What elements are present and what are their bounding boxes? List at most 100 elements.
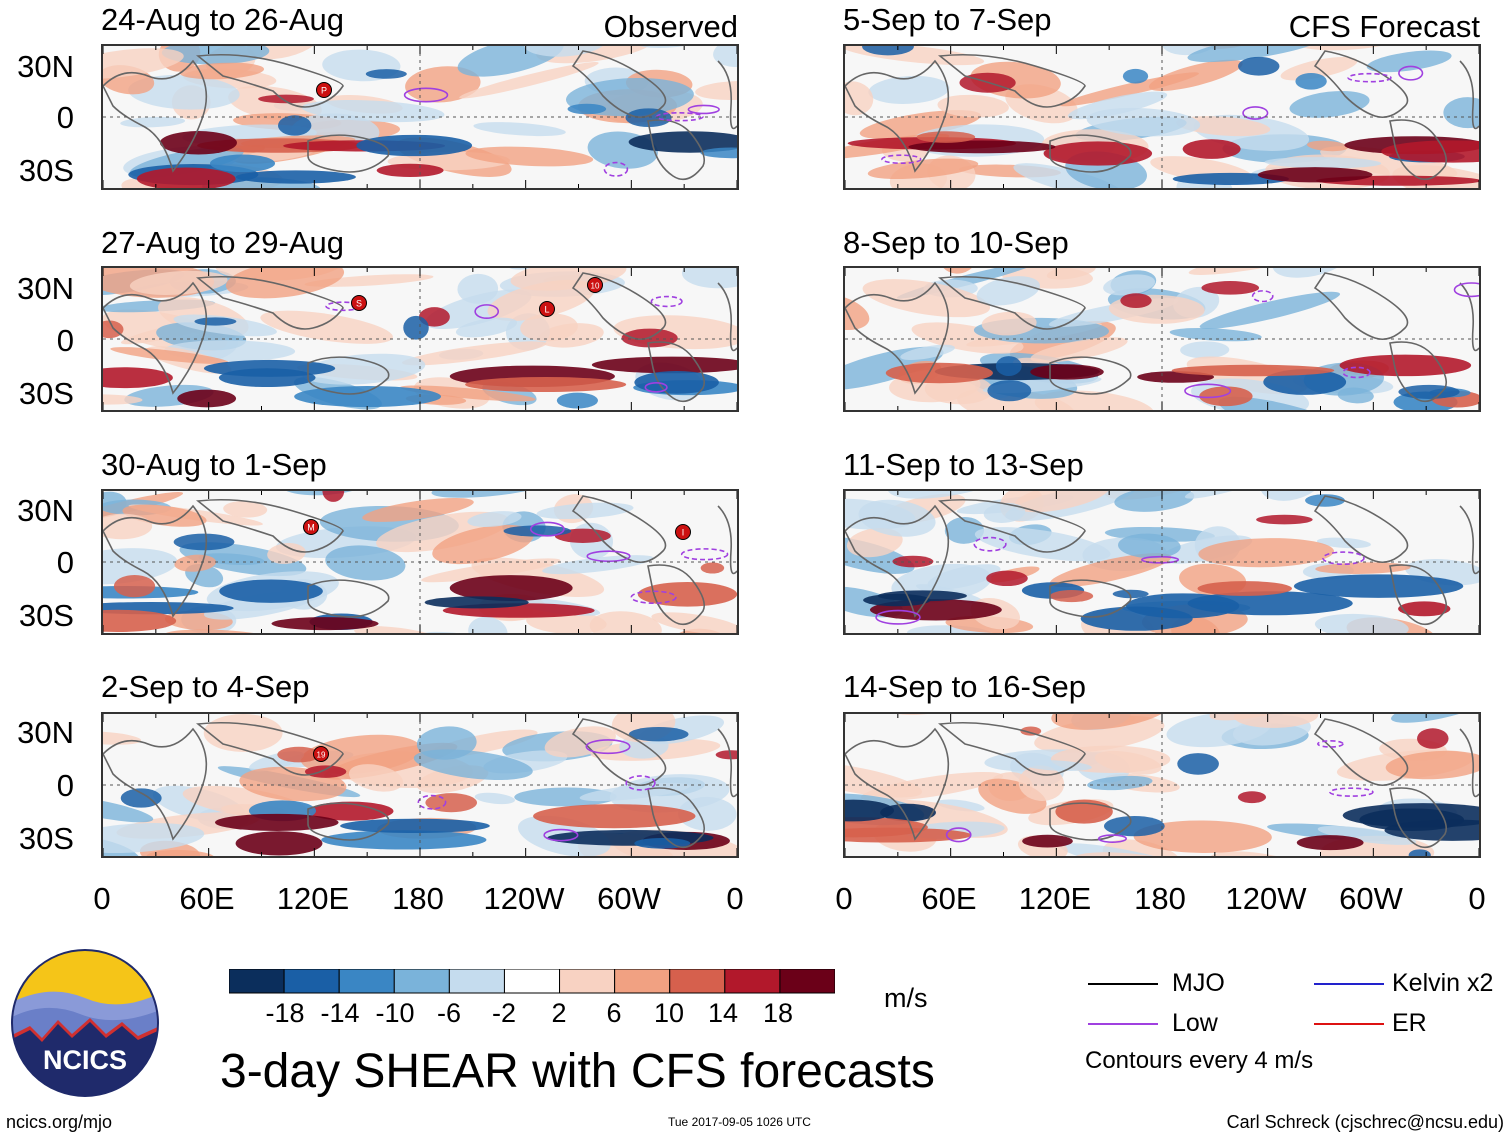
- lat-label-0: 0: [56, 100, 74, 135]
- storm-label: I: [682, 528, 685, 538]
- footer-credit: Carl Schreck (cjschrec@ncsu.edu): [1226, 1112, 1504, 1132]
- storm-marker: 10: [586, 275, 604, 300]
- storm-label: S: [356, 299, 362, 309]
- map-panel-fc-4: [843, 712, 1481, 858]
- lat-label-0: 0: [56, 768, 74, 803]
- lon-label: 60W: [1339, 881, 1403, 916]
- colorbar-label: 14: [707, 998, 739, 1028]
- legend-label-er: ER: [1392, 1009, 1427, 1037]
- panel-title-obs-4: 2-Sep to 4-Sep: [101, 669, 310, 704]
- lat-label-30s: 30S: [18, 821, 74, 856]
- colorbar-box: [283, 968, 340, 994]
- legend-line-mjo: [1088, 983, 1158, 985]
- lon-label: 0: [1468, 881, 1486, 916]
- colorbar-unit: m/s: [884, 983, 928, 1013]
- storm-marker: I: [674, 522, 692, 547]
- colorbar-label: 10: [653, 998, 685, 1028]
- lat-label-30s: 30S: [18, 153, 74, 188]
- lon-label: 60W: [597, 881, 661, 916]
- map-panel-fc-2: [843, 266, 1481, 412]
- cfs-forecast-label: CFS Forecast: [1288, 9, 1480, 44]
- panel-title-fc-2: 8-Sep to 10-Sep: [843, 225, 1069, 260]
- lon-label: 120W: [483, 881, 565, 916]
- colorbar-box: [228, 968, 285, 994]
- storm-label: L: [544, 305, 549, 315]
- legend-line-er: [1314, 1023, 1384, 1025]
- observed-label: Observed: [603, 9, 738, 44]
- colorbar-box: [724, 968, 781, 994]
- shear-map: [103, 268, 737, 410]
- storm-marker: L: [538, 299, 556, 324]
- lat-label-30n: 30N: [17, 49, 74, 84]
- colorbar-box: [448, 968, 505, 994]
- colorbar-box: [614, 968, 671, 994]
- footer-url[interactable]: ncics.org/mjo: [6, 1112, 113, 1132]
- colorbar-box: [393, 968, 450, 994]
- shear-map: [103, 46, 737, 188]
- map-panel-fc-3: [843, 489, 1481, 635]
- shear-map: [845, 268, 1479, 410]
- storm-marker: 19: [312, 744, 330, 769]
- map-panel-obs-1: [101, 44, 739, 190]
- lon-label: 120E: [276, 881, 350, 916]
- footer-timestamp: Tue 2017-09-05 1026 UTC: [668, 1115, 811, 1129]
- storm-marker: S: [350, 293, 368, 318]
- colorbar-label: 18: [762, 998, 794, 1028]
- lat-label-30n: 30N: [17, 715, 74, 750]
- colorbar-box: [338, 968, 395, 994]
- lat-label-30s: 30S: [18, 376, 74, 411]
- colorbar-label: 2: [551, 998, 567, 1028]
- main-title: 3-day SHEAR with CFS forecasts: [220, 1045, 935, 1098]
- legend-line-low: [1088, 1023, 1158, 1025]
- lat-label-0: 0: [56, 545, 74, 580]
- colorbar: [228, 968, 836, 1000]
- colorbar-box: [559, 968, 616, 994]
- colorbar-label: -2: [491, 998, 517, 1028]
- lat-label-30n: 30N: [17, 271, 74, 306]
- shear-map: [845, 491, 1479, 633]
- panel-title-obs-3: 30-Aug to 1-Sep: [101, 447, 327, 482]
- lon-label: 60E: [179, 881, 235, 916]
- map-panel-obs-4: [101, 712, 739, 858]
- colorbar-label: -10: [375, 998, 415, 1028]
- map-panel-fc-1: [843, 44, 1481, 190]
- colorbar-box: [503, 968, 561, 994]
- colorbar-label: -14: [320, 998, 360, 1028]
- lon-label: 0: [93, 881, 111, 916]
- legend-label-low: Low: [1172, 1009, 1218, 1037]
- shear-map: [845, 46, 1479, 188]
- storm-label: 19: [317, 751, 326, 760]
- contour-note: Contours every 4 m/s: [1085, 1047, 1314, 1074]
- map-panel-obs-3: [101, 489, 739, 635]
- panel-title-fc-1: 5-Sep to 7-Sep: [843, 2, 1052, 37]
- colorbar-label: 6: [606, 998, 622, 1028]
- ncics-logo: NCICS: [10, 948, 160, 1103]
- panel-title-obs-2: 27-Aug to 29-Aug: [101, 225, 345, 260]
- storm-marker: P: [315, 80, 333, 105]
- panel-title-fc-4: 14-Sep to 16-Sep: [843, 669, 1087, 704]
- shear-map: [845, 714, 1479, 856]
- shear-map: [103, 714, 737, 856]
- lon-label: 120E: [1018, 881, 1092, 916]
- lon-label: 120W: [1225, 881, 1307, 916]
- colorbar-box: [779, 968, 836, 994]
- colorbar-box: [669, 968, 726, 994]
- legend-label-kelvin: Kelvin x2: [1392, 969, 1494, 997]
- storm-label: 10: [591, 282, 600, 291]
- shear-map: [103, 491, 737, 633]
- lon-label: 60E: [921, 881, 977, 916]
- colorbar-label: -6: [436, 998, 462, 1028]
- panel-title-obs-1: 24-Aug to 26-Aug: [101, 2, 345, 37]
- colorbar-label: -18: [265, 998, 305, 1028]
- storm-label: M: [307, 523, 315, 533]
- lat-label-30n: 30N: [17, 493, 74, 528]
- legend-label-mjo: MJO: [1172, 969, 1225, 997]
- lon-label: 180: [392, 881, 444, 916]
- lat-label-0: 0: [56, 323, 74, 358]
- map-panel-obs-2: [101, 266, 739, 412]
- legend-line-kelvin: [1314, 983, 1384, 985]
- logo-text: NCICS: [43, 1045, 127, 1075]
- lat-label-30s: 30S: [18, 598, 74, 633]
- lon-label: 180: [1134, 881, 1186, 916]
- storm-marker: M: [302, 517, 320, 542]
